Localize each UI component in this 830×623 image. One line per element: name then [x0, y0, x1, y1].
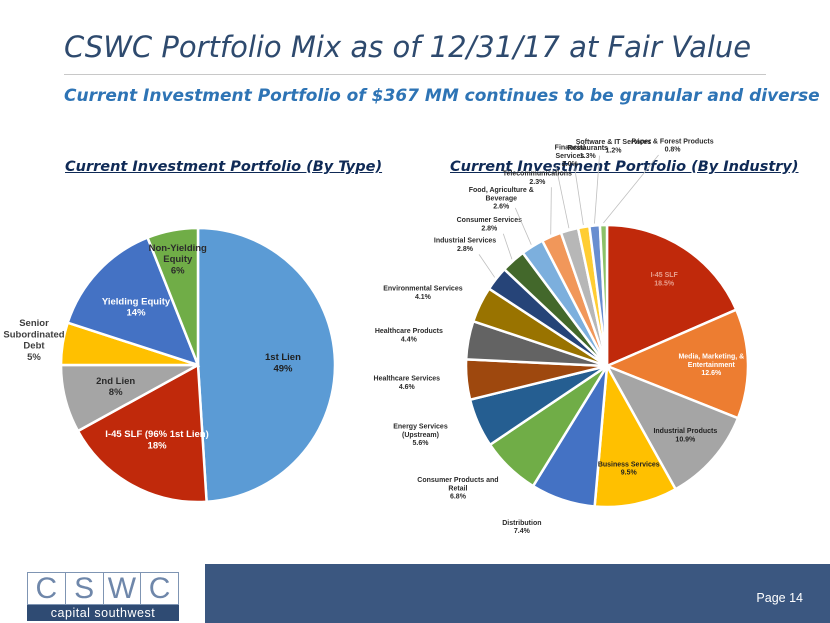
slice-label-non-yielding-equity: Non-Yielding Equity 6%	[149, 243, 207, 276]
slice-label-yielding-equity: Yielding Equity 14%	[102, 297, 171, 319]
slice-label-financial-services: Financial Services 2.0%	[555, 145, 585, 169]
leader-line	[603, 154, 659, 224]
leader-line	[478, 254, 496, 278]
portfolio-by-type-pie: 1st Lien 49% I-45 SLF (96% 1st Lien) 18% 2nd…	[3, 226, 337, 504]
slice-label-distribution: Distribution 7.4%	[502, 520, 541, 535]
slice-label-paper-forest-products: Paper & Forest Products 0.8%	[632, 138, 714, 153]
slice-label-consumer-products-and-retail: Consumer Products and Retail 6.8%	[417, 477, 498, 501]
slice-label-i-45-slf-96-1st-lien: I-45 SLF (96% 1st Lien) 18%	[105, 429, 208, 451]
leader-line	[502, 233, 513, 260]
slice-label-energy-services-upstream: Energy Services (Upstream) 5.6%	[393, 424, 448, 448]
logo-letter: W	[103, 572, 142, 605]
slice-label-senior-subordinated-debt: Senior Subordinated Debt 5%	[3, 318, 64, 363]
slice-label-telecommunications: Telecommunications 2.3%	[503, 171, 572, 186]
pie-slice-paper-forest-products	[598, 223, 609, 367]
pie-slice-yielding-equity	[66, 235, 201, 368]
industry-outside-labels: I-45 SLF 18.5% Media, Marketing, & Entertai…	[374, 138, 745, 535]
slice-label-industrial-products: Industrial Products 10.9%	[653, 428, 717, 443]
type-chart-title: Current Investment Portfolio (By Type)	[65, 159, 383, 175]
pie-slice-1st-lien	[196, 226, 337, 504]
portfolio-by-industry-pie	[464, 223, 750, 509]
pie-slice-i-45-slf-96-1st-lien	[76, 362, 208, 504]
logo-letter: S	[65, 572, 104, 605]
slice-label-environmental-services: Environmental Services 4.1%	[383, 286, 462, 301]
pie-slice-industrial-products	[604, 363, 740, 491]
pie-slice-business-services	[593, 361, 678, 509]
slice-label-healthcare-services: Healthcare Services 4.6%	[374, 376, 441, 391]
pie-slice-i-45-slf	[605, 223, 738, 368]
slice-label-restaurants: Restaurants 1.3%	[567, 145, 608, 160]
leader-line	[573, 161, 584, 226]
cswc-logo: C S W C	[27, 572, 179, 605]
slice-label-media-marketing-entertainment: Media, Marketing, & Entertainment 12.6%	[678, 354, 744, 378]
leader-line	[514, 207, 532, 245]
industry-chart-title: Current Investment Portfolio (By Industr…	[450, 159, 799, 175]
slice-label-business-services: Business Services 9.5%	[598, 461, 660, 476]
slice-label-1st-lien: 1st Lien 49%	[265, 352, 301, 374]
title-divider	[64, 74, 766, 75]
logo-tagline: capital southwest	[27, 605, 179, 621]
logo-letter: C	[141, 572, 179, 605]
slice-label-consumer-services: Consumer Services 2.8%	[457, 217, 522, 232]
page-number: Page 14	[756, 591, 803, 605]
slice-label-2nd-lien: 2nd Lien 8%	[96, 376, 135, 398]
slice-label-software-it-services: Software & IT Services 1.2%	[576, 139, 652, 154]
slide-subtitle: Current Investment Portfolio of $367 MM …	[64, 86, 820, 106]
pie-slice-media-marketing-entertainment	[603, 308, 750, 420]
leader-line	[594, 155, 600, 224]
leader-line	[550, 187, 552, 235]
slice-label-healthcare-products: Healthcare Products 4.4%	[375, 328, 443, 343]
logo-letter: C	[27, 572, 66, 605]
slice-label-i-45-slf: I-45 SLF 18.5%	[651, 272, 679, 287]
leader-line	[555, 165, 570, 229]
slice-label-food-agriculture-beverage: Food, Agriculture & Beverage 2.6%	[469, 187, 534, 211]
slide-title: CSWC Portfolio Mix as of 12/31/17 at Fai…	[64, 30, 752, 64]
pie-slice-non-yielding-equity	[145, 226, 200, 366]
slice-label-industrial-services: Industrial Services 2.8%	[434, 238, 496, 253]
